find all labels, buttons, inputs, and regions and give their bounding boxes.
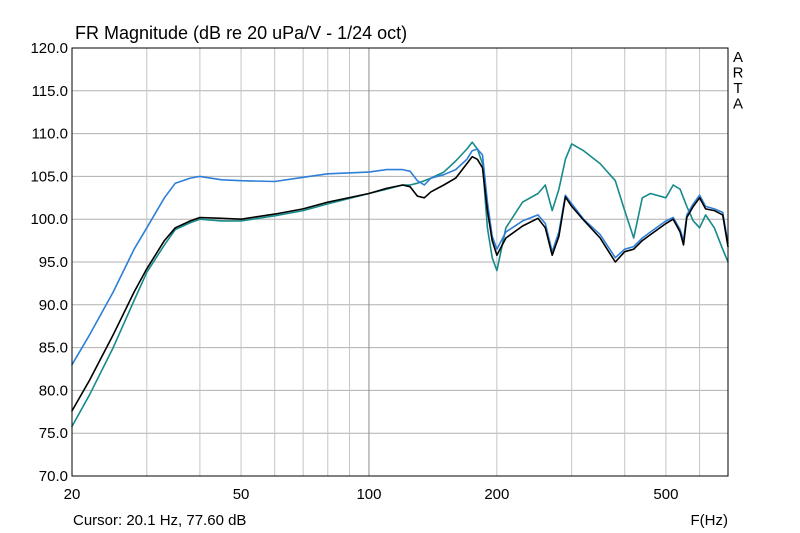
y-tick-label: 115.0 bbox=[32, 83, 68, 100]
brand-letter: T bbox=[733, 80, 742, 97]
y-tick-label: 95.0 bbox=[39, 254, 68, 271]
series-line-2 bbox=[71, 141, 729, 428]
x-tick-label: 50 bbox=[233, 486, 250, 503]
y-tick-label: 105.0 bbox=[30, 168, 68, 185]
y-tick-label: 80.0 bbox=[39, 382, 68, 399]
y-axis-tick-labels: 70.0 75.0 80.0 85.0 90.0 95.0 100.0 105.0 110.0 1… bbox=[30, 40, 68, 485]
brand-letter: A bbox=[733, 96, 743, 113]
cursor-readout[interactable]: Cursor: 20.1 Hz, 77.60 dB bbox=[73, 512, 246, 529]
y-tick-label: 85.0 bbox=[39, 340, 68, 357]
x-tick-label: 500 bbox=[653, 486, 678, 503]
x-axis-tick-labels: 20 50 100 200 500 bbox=[64, 486, 679, 503]
series-line-0 bbox=[71, 155, 729, 412]
x-axis-label: F(Hz) bbox=[691, 512, 729, 529]
plot-frame bbox=[71, 47, 729, 477]
x-tick-label: 200 bbox=[484, 486, 509, 503]
brand-letter: A bbox=[733, 49, 743, 66]
series-line-1 bbox=[71, 148, 729, 366]
y-tick-label: 120.0 bbox=[30, 40, 68, 57]
y-tick-label: 70.0 bbox=[39, 468, 68, 485]
brand-letter: R bbox=[733, 65, 744, 82]
series-lines bbox=[71, 141, 729, 428]
y-tick-label: 110.0 bbox=[32, 126, 68, 143]
x-tick-label: 20 bbox=[64, 486, 81, 503]
chart-title: FR Magnitude (dB re 20 uPa/V - 1/24 oct) bbox=[75, 23, 407, 43]
x-tick-label: 100 bbox=[356, 486, 381, 503]
y-tick-label: 90.0 bbox=[39, 297, 68, 314]
y-tick-label: 75.0 bbox=[39, 425, 68, 442]
y-tick-label: 100.0 bbox=[30, 211, 68, 228]
